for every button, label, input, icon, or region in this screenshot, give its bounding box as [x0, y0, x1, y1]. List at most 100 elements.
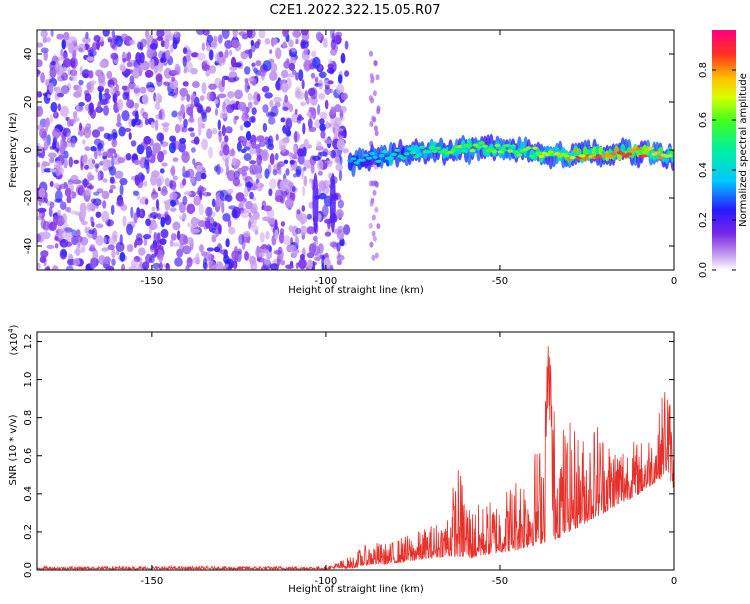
spectrogram-x-tick-label: 0	[671, 276, 677, 287]
signal-blob	[400, 156, 407, 160]
noise-blob	[54, 243, 59, 249]
noise-blob	[371, 180, 375, 187]
noise-blob	[312, 155, 321, 161]
snr-y-tick-label: 0.6	[23, 448, 34, 464]
noise-blob	[340, 52, 346, 64]
noise-blob	[284, 198, 294, 209]
noise-blob	[369, 120, 374, 127]
noise-blob	[158, 109, 163, 120]
noise-blob	[307, 259, 313, 270]
noise-blob	[91, 129, 101, 138]
noise-blob	[88, 49, 97, 57]
snr-x-tick-label: -50	[492, 576, 508, 587]
noise-blob	[230, 103, 240, 110]
colorbar-tick-label: 0.8	[698, 62, 709, 78]
noise-blob	[272, 169, 278, 176]
signal-blob	[456, 144, 463, 149]
noise-blob	[334, 104, 342, 113]
noise-blob	[67, 132, 72, 142]
noise-blob	[161, 122, 170, 127]
noise-blob	[164, 38, 170, 50]
noise-blob	[193, 136, 200, 145]
noise-blob	[244, 66, 251, 75]
noise-blob	[89, 244, 96, 252]
noise-blob	[66, 206, 72, 213]
signal-blob	[388, 156, 394, 160]
noise-blob	[279, 228, 285, 235]
signal-blob	[579, 154, 586, 158]
noise-blob	[197, 124, 202, 136]
noise-blob	[218, 51, 224, 58]
noise-blob	[63, 58, 72, 68]
noise-blob	[247, 101, 253, 110]
noise-blob	[374, 181, 379, 188]
noise-blob	[264, 168, 270, 179]
noise-blob	[121, 85, 128, 91]
noise-blob	[298, 213, 308, 225]
noise-blob	[231, 209, 238, 219]
noise-blob	[144, 198, 149, 205]
noise-blob	[164, 202, 171, 211]
noise-blob	[376, 105, 381, 112]
noise-blob	[133, 102, 139, 109]
noise-blob	[178, 141, 186, 153]
noise-blob	[294, 235, 299, 247]
noise-blob	[196, 52, 206, 61]
noise-blob	[264, 38, 271, 45]
noise-blob	[87, 174, 95, 181]
noise-blob	[308, 243, 317, 255]
noise-blob	[159, 168, 165, 174]
noise-blob	[243, 146, 250, 151]
noise-blob	[280, 117, 286, 123]
noise-blob	[267, 138, 272, 144]
noise-blob	[222, 213, 231, 222]
noise-blob	[151, 194, 157, 201]
noise-blob	[87, 204, 97, 210]
snr-y-label: SNR (10 * v/v)	[8, 414, 19, 485]
noise-blob	[139, 257, 143, 269]
snr-y-ticks: 0.0 0.2 0.4 0.6 0.8 1.0 1.2	[23, 334, 674, 578]
noise-blob	[275, 133, 279, 141]
noise-blob	[78, 79, 84, 86]
noise-blob	[116, 199, 125, 207]
noise-blob	[256, 135, 265, 143]
noise-blob	[344, 70, 350, 77]
noise-blob	[285, 264, 294, 270]
noise-blob	[97, 126, 105, 132]
noise-blob	[170, 167, 175, 176]
noise-blob	[65, 265, 74, 270]
noise-blob	[133, 212, 138, 224]
noise-blob	[274, 152, 279, 161]
noise-blob	[83, 126, 92, 139]
noise-blob	[156, 132, 165, 142]
noise-blob	[217, 119, 221, 131]
noise-blob	[342, 148, 349, 154]
noise-blob	[98, 71, 103, 78]
noise-blob	[261, 200, 267, 207]
noise-blob	[295, 72, 299, 81]
noise-blob	[114, 170, 124, 179]
noise-blob	[64, 187, 72, 197]
signal-blob	[416, 153, 423, 157]
noise-blob	[335, 31, 343, 38]
noise-blob	[162, 125, 169, 133]
noise-blob	[259, 232, 265, 243]
noise-blob	[105, 265, 115, 270]
noise-blob	[163, 200, 170, 205]
noise-blob	[101, 210, 110, 223]
noise-blob	[250, 225, 259, 232]
noise-streak	[329, 172, 336, 233]
noise-blob	[318, 71, 327, 79]
noise-blob	[195, 252, 200, 263]
signal-blob	[494, 143, 501, 148]
noise-blob	[133, 190, 139, 196]
noise-blob	[212, 221, 218, 228]
spectrogram-y-tick-label: 40	[23, 48, 34, 61]
noise-blob	[133, 84, 141, 97]
noise-blob	[140, 38, 147, 48]
noise-blob	[200, 172, 207, 180]
noise-blob	[215, 228, 220, 237]
noise-blob	[145, 253, 153, 264]
noise-blob	[275, 47, 282, 60]
noise-blob	[119, 251, 126, 262]
